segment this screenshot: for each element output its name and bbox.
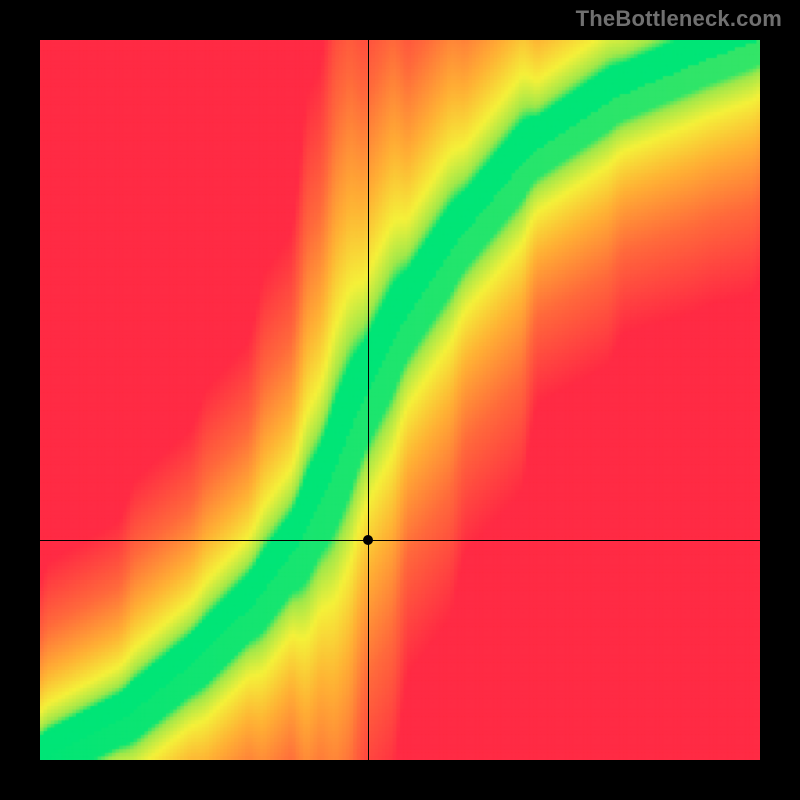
selected-point-marker — [363, 535, 373, 545]
plot-area — [40, 40, 760, 760]
watermark-text: TheBottleneck.com — [576, 6, 782, 32]
chart-container: TheBottleneck.com — [0, 0, 800, 800]
crosshair-vertical — [368, 40, 369, 760]
crosshair-horizontal — [40, 540, 760, 541]
heatmap-canvas — [40, 40, 760, 760]
